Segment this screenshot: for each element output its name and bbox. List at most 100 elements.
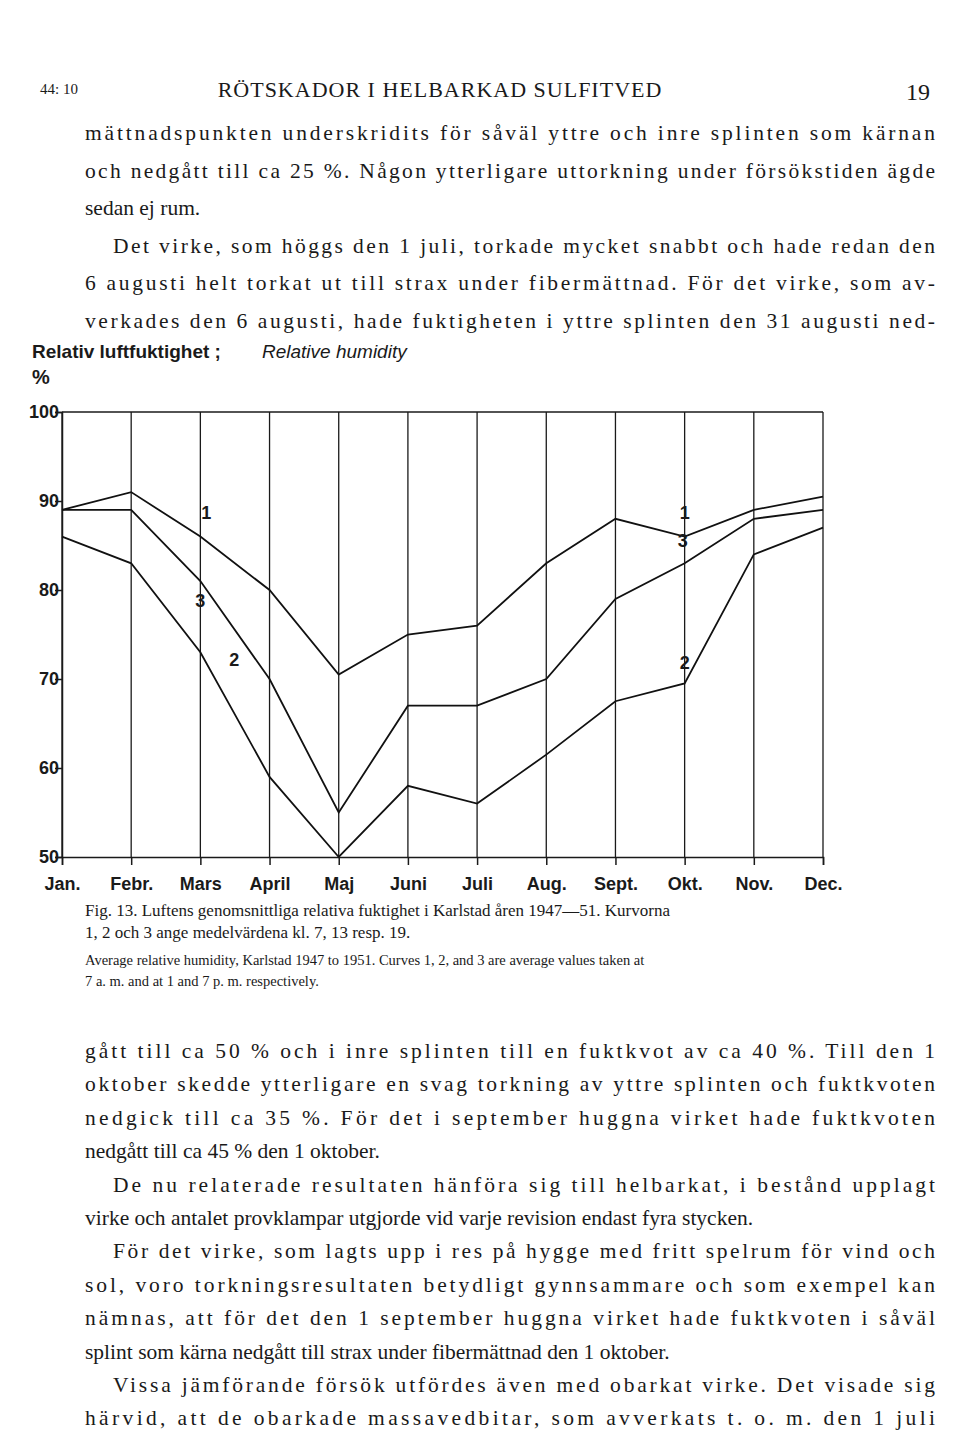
header: 44: 10 RÖTSKADOR I HELBARKAD SULFITVED 19 — [40, 77, 930, 105]
x-tick-mark — [131, 857, 133, 865]
y-tick-label: 80 — [39, 580, 59, 600]
y-tick: 90 — [39, 491, 62, 511]
chart: Relativ luftfuktighet ; Relative humidity… — [29, 341, 843, 894]
x-tick: Sept. — [594, 857, 638, 894]
running-title: RÖTSKADOR I HELBARKAD SULFITVED — [218, 77, 663, 102]
x-tick-label: April — [250, 874, 291, 894]
x-tick: Jan. — [44, 857, 80, 894]
grid-line — [684, 412, 685, 857]
x-tick-mark — [269, 857, 271, 865]
grid-line — [546, 412, 547, 857]
grid-line — [822, 412, 823, 857]
y-tick: 70 — [39, 669, 62, 689]
x-tick-label: Nov. — [735, 874, 773, 894]
x-tick-mark — [200, 857, 202, 865]
y-tick-label: 60 — [39, 758, 59, 778]
text-line: och nedgått till ca 25 %. Någon ytterlig… — [85, 159, 935, 183]
x-axis: Jan.Febr.MarsAprilMajJuniJuliAug.Sept.Ok… — [44, 857, 842, 894]
text-line: nedgått till ca 45 % den 1 oktober. — [85, 1139, 380, 1163]
curve-label: 1 — [680, 503, 690, 523]
text-line: oktober skedde ytterligare en svag torkn… — [85, 1072, 935, 1096]
x-tick-label: Aug. — [527, 874, 567, 894]
text-line: De nu relaterade resultaten hänföra sig … — [113, 1173, 935, 1197]
grid-line — [131, 412, 132, 857]
series-line — [62, 528, 823, 857]
frame-top — [62, 411, 823, 412]
curve-label: 2 — [680, 653, 690, 673]
body-text: mättnadspunkten underskridits för såväl … — [85, 121, 935, 333]
x-tick-label: Juli — [462, 874, 493, 894]
lines — [62, 492, 823, 857]
text-line: sol, voro torkningsresultaten betydligt … — [85, 1273, 935, 1297]
x-tick-label: Juni — [390, 874, 427, 894]
body-text: gått till ca 50 % och i inre splinten ti… — [85, 1039, 935, 1430]
x-tick: Febr. — [110, 857, 153, 894]
series-line — [62, 510, 823, 813]
text-line: Vissa jämförande försök utfördes även me… — [113, 1373, 935, 1397]
y-axis: 50 60 70 80 90 100 — [29, 402, 63, 867]
y-tick-label: 100 — [29, 402, 59, 422]
caption-en-line: Average relative humidity, Karlstad 1947… — [85, 952, 644, 968]
text-line: nedgick till ca 35 %. För det i septembe… — [85, 1106, 935, 1130]
x-tick-mark — [546, 857, 548, 865]
grid — [62, 412, 823, 857]
y-axis-line — [55, 413, 63, 858]
page-number: 19 — [906, 79, 930, 105]
x-tick: Okt. — [668, 857, 703, 894]
text-line: splint som kärna nedgått till strax unde… — [85, 1340, 670, 1364]
page: 44: 10 RÖTSKADOR I HELBARKAD SULFITVED 19 m… — [0, 0, 960, 1435]
text-line: nämnas, att för det den 1 september hugg… — [85, 1306, 935, 1330]
curve-label: 2 — [229, 650, 239, 670]
text-line: mättnadspunkten underskridits för såväl … — [85, 121, 935, 145]
x-tick-mark — [477, 857, 479, 865]
x-tick: April — [250, 857, 291, 894]
running-head-left: 44: 10 — [40, 81, 78, 97]
text-line: härvid, att de obarkade massavedbitar, s… — [85, 1406, 935, 1430]
x-tick-label: Okt. — [668, 874, 703, 894]
curve-label: 3 — [195, 591, 205, 611]
text-line: verkades den 6 augusti, hade fuktigheten… — [85, 309, 935, 333]
grid-line — [200, 412, 201, 857]
x-tick: Juni — [390, 857, 427, 894]
caption-line: 1, 2 och 3 ange medelvärdena kl. 7, 13 r… — [85, 923, 410, 942]
x-tick-mark — [615, 857, 617, 865]
y-tick-label: 70 — [39, 669, 59, 689]
text-line: För det virke, som lagts upp i res på hy… — [113, 1239, 935, 1263]
x-tick-mark — [62, 857, 64, 865]
text-line: virke och antalet provklampar utgjorde v… — [85, 1206, 753, 1230]
text-line: Det virke, som höggs den 1 juli, torkade… — [113, 234, 935, 258]
grid-line — [753, 412, 754, 857]
y-tick: 100 — [29, 402, 62, 422]
y-tick: 50 — [39, 847, 62, 867]
x-tick: Maj — [324, 857, 354, 894]
x-tick: Juli — [462, 857, 493, 894]
series-line — [62, 492, 823, 674]
x-tick-mark — [684, 857, 686, 865]
y-tick-label: 50 — [39, 847, 59, 867]
y-axis-title-en: Relative humidity — [262, 341, 408, 362]
y-tick-label: 90 — [39, 491, 59, 511]
caption-en-line: 7 a. m. and at 1 and 7 p. m. respectivel… — [85, 973, 319, 989]
y-tick: 60 — [39, 758, 62, 778]
x-tick-label: Febr. — [110, 874, 153, 894]
y-axis-unit: % — [32, 366, 50, 388]
grid-line — [476, 412, 477, 857]
curve-label: 1 — [201, 503, 211, 523]
grid-line — [269, 412, 270, 857]
x-tick-mark — [823, 857, 825, 865]
x-tick-label: Maj — [324, 874, 354, 894]
curve-label: 3 — [678, 531, 688, 551]
grid-line — [615, 412, 616, 857]
x-tick-label: Dec. — [804, 874, 842, 894]
y-axis-title: Relativ luftfuktighet ; — [32, 341, 221, 362]
y-tick: 80 — [39, 580, 62, 600]
x-axis-line — [63, 858, 824, 866]
grid-line — [338, 412, 339, 857]
caption-line: Fig. 13. Luftens genomsnittliga relativa… — [85, 901, 670, 920]
x-tick: Aug. — [527, 857, 567, 894]
x-tick-mark — [754, 857, 756, 865]
x-tick-label: Jan. — [44, 874, 80, 894]
x-tick: Nov. — [735, 857, 773, 894]
x-tick: Dec. — [804, 857, 842, 894]
x-tick-label: Sept. — [594, 874, 638, 894]
